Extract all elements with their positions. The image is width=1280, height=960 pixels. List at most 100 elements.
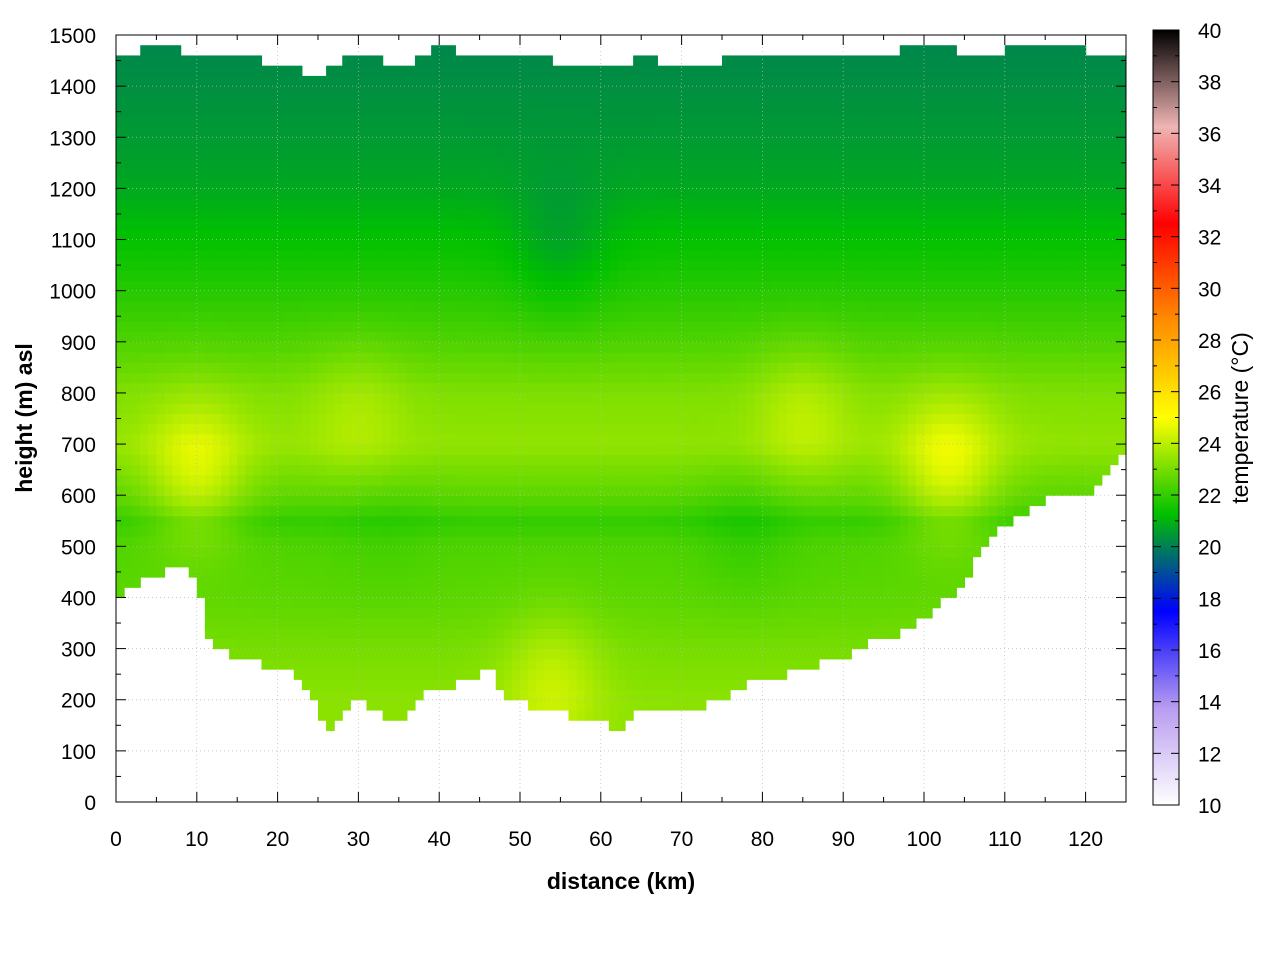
field-cell (705, 433, 715, 445)
field-cell (657, 116, 667, 128)
field-cell (447, 116, 456, 128)
field-cell (471, 628, 481, 639)
field-cell (738, 331, 747, 343)
field-cell (536, 178, 545, 189)
field-cell (479, 229, 489, 241)
field-cell (536, 167, 545, 179)
field-cell (148, 413, 157, 425)
field-cell (277, 423, 287, 435)
field-cell (503, 505, 513, 517)
field-cell (334, 178, 343, 189)
field-cell (342, 577, 351, 588)
field-cell (439, 116, 448, 128)
field-cell (447, 96, 456, 108)
field-cell (665, 157, 675, 169)
field-cell (625, 321, 634, 333)
field-cell (309, 198, 319, 210)
field-cell (649, 413, 658, 425)
field-cell (625, 546, 634, 558)
field-cell (665, 403, 675, 414)
field-cell (673, 382, 683, 394)
field-cell (600, 464, 610, 476)
field-cell (334, 341, 343, 353)
field-cell (697, 536, 707, 547)
field-cell (140, 454, 149, 466)
field-cell (552, 208, 561, 220)
field-cell (423, 352, 432, 363)
field-cell (326, 382, 335, 394)
field-cell (487, 300, 497, 312)
field-cell (463, 515, 473, 527)
field-cell (140, 178, 149, 189)
field-cell (730, 372, 739, 384)
field-cell (641, 106, 650, 118)
field-cell (673, 106, 683, 118)
field-cell (625, 699, 634, 711)
field-cell (439, 607, 448, 619)
field-cell (705, 208, 715, 220)
field-cell (245, 546, 254, 558)
field-cell (431, 300, 440, 312)
field-cell (738, 658, 747, 670)
field-cell (439, 546, 448, 558)
field-cell (237, 617, 246, 629)
field-cell (269, 638, 279, 650)
field-cell (398, 607, 408, 619)
field-cell (156, 86, 166, 97)
field-cell (576, 65, 586, 77)
field-cell (423, 505, 432, 517)
field-cell (487, 464, 497, 476)
field-cell (423, 137, 432, 149)
field-cell (641, 392, 650, 404)
field-cell (479, 658, 489, 670)
field-cell (681, 86, 691, 97)
field-cell (455, 372, 465, 384)
field-cell (738, 382, 747, 394)
field-cell (520, 484, 529, 496)
field-cell (487, 536, 497, 547)
field-cell (608, 352, 618, 363)
field-cell (423, 188, 432, 200)
field-cell (730, 454, 739, 466)
field-cell (487, 474, 497, 486)
field-cell (455, 454, 465, 466)
field-cell (406, 536, 416, 547)
field-cell (616, 167, 626, 179)
field-cell (358, 658, 368, 670)
field-cell (431, 525, 440, 537)
field-cell (649, 484, 658, 496)
field-cell (447, 515, 456, 527)
field-cell (390, 546, 400, 558)
field-cell (374, 352, 384, 363)
field-cell (156, 300, 166, 312)
field-cell (536, 75, 545, 87)
field-cell (221, 474, 230, 486)
field-cell (156, 546, 166, 558)
field-cell (318, 280, 327, 292)
field-cell (277, 628, 287, 639)
field-cell (746, 638, 755, 650)
field-cell (463, 546, 473, 558)
field-cell (705, 546, 715, 558)
field-cell (576, 669, 586, 680)
field-cell (568, 341, 578, 353)
field-cell (665, 290, 675, 302)
field-cell (172, 198, 182, 210)
field-cell (204, 116, 214, 128)
field-cell (592, 556, 602, 568)
field-cell (762, 556, 772, 568)
field-cell (188, 290, 198, 302)
field-cell (293, 167, 303, 179)
field-cell (738, 648, 747, 660)
field-cell (285, 157, 295, 169)
field-cell (406, 444, 416, 455)
field-cell (253, 546, 263, 558)
field-cell (528, 127, 537, 138)
field-cell (172, 515, 182, 527)
field-cell (536, 464, 545, 476)
field-cell (536, 311, 545, 322)
field-cell (204, 525, 214, 537)
field-cell (520, 505, 529, 517)
field-cell (196, 65, 206, 77)
field-cell (253, 147, 263, 159)
